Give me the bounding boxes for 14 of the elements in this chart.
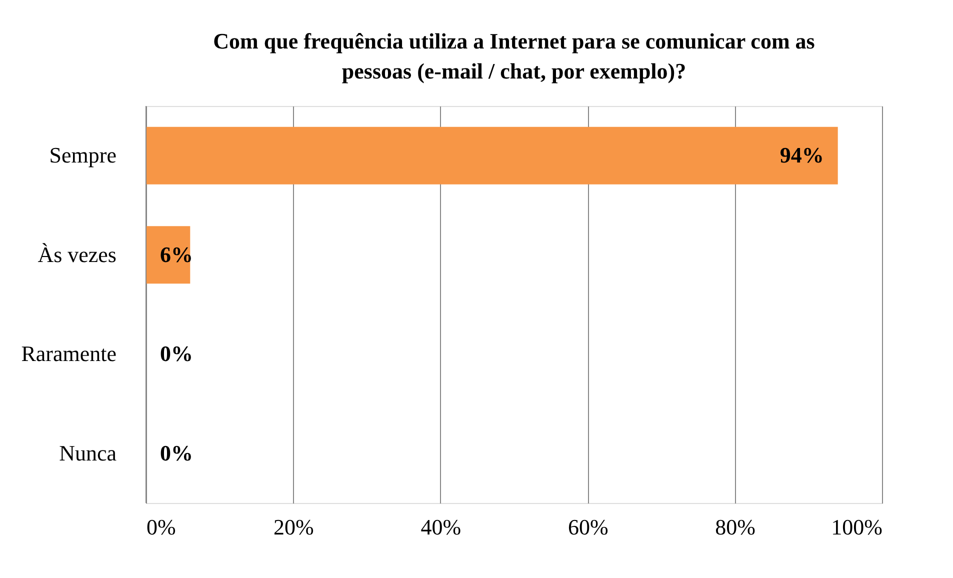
- x-tick-label: 40%: [420, 514, 462, 540]
- x-tick-label: 100%: [831, 514, 882, 540]
- chart-title: Com que frequência utiliza a Internet para se comunicar com as pessoas (e-mail / chat, por exemplo)?: [213, 28, 816, 84]
- x-tick-label: 0%: [146, 514, 176, 540]
- x-tick-label: 60%: [568, 514, 608, 540]
- y-tick-label: Nunca: [59, 440, 117, 466]
- data-label: 0%: [160, 341, 193, 366]
- x-tick-label: 80%: [715, 514, 756, 540]
- data-label: 94%: [780, 142, 824, 168]
- y-tick-label: Sempre: [49, 142, 116, 168]
- y-tick-label: Às vezes: [38, 242, 116, 267]
- y-tick-label: Raramente: [21, 341, 116, 366]
- data-label: 0%: [160, 440, 193, 466]
- x-tick-label: 20%: [274, 514, 314, 540]
